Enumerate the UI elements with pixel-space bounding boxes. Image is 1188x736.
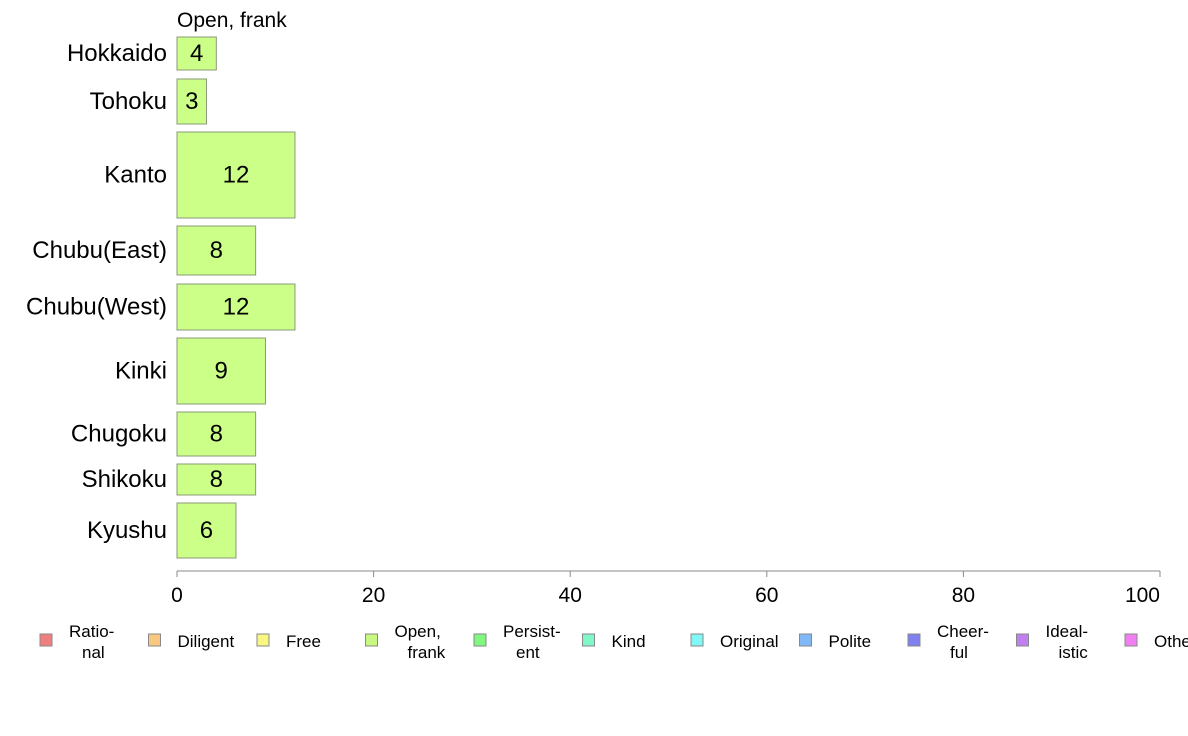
legend-label: Original xyxy=(720,632,779,651)
bar-shikoku xyxy=(176,463,257,496)
legend-label: Polite xyxy=(829,632,872,651)
category-label: Shikoku xyxy=(82,466,167,493)
legend-label: Other xyxy=(1154,632,1188,651)
bar-hokkaido xyxy=(176,36,217,71)
bar-kanto xyxy=(176,131,296,219)
legend-swatch-polite xyxy=(799,633,812,647)
panel-title: Open, frank xyxy=(177,9,287,32)
x-tick-label: 60 xyxy=(755,584,778,607)
bar-tohoku xyxy=(176,78,207,125)
value-label: 8 xyxy=(210,466,223,493)
bar-chugoku xyxy=(176,411,257,457)
legend-swatch-cheer-ful xyxy=(907,633,921,647)
value-label: 8 xyxy=(210,237,223,264)
value-label: 6 xyxy=(200,517,213,544)
legend-label: Free xyxy=(286,632,321,651)
legend-label: Cheer-ful xyxy=(937,622,989,662)
x-tick-label: 20 xyxy=(362,584,385,607)
category-label: Tohoku xyxy=(90,88,167,115)
legend-swatch-open-frank xyxy=(365,633,378,647)
category-label: Kyushu xyxy=(87,517,167,544)
bar-kyushu xyxy=(176,502,237,559)
category-label: Chubu(East) xyxy=(32,237,167,264)
legend-label: Ratio-nal xyxy=(69,622,114,662)
legend-swatch-other xyxy=(1124,633,1138,647)
legend-swatch-ratio-nal xyxy=(39,633,53,647)
bar-chubu-west xyxy=(176,283,296,331)
legend-swatch-free xyxy=(256,633,270,647)
category-label: Kinki xyxy=(115,358,167,385)
x-tick-label: 40 xyxy=(559,584,582,607)
legend-swatch-kind xyxy=(582,633,595,647)
legend-swatch-original xyxy=(690,633,704,647)
category-label: Chugoku xyxy=(71,421,167,448)
category-label: Chubu(West) xyxy=(26,294,167,321)
value-label: 12 xyxy=(223,294,250,321)
legend: Ratio-nal Diligent Free Open, frank Persist-e… xyxy=(39,622,1188,662)
legend-label: Diligent xyxy=(178,632,235,651)
legend-swatch-diligent xyxy=(148,633,161,647)
value-label: 9 xyxy=(215,358,228,385)
value-label: 12 xyxy=(223,162,250,189)
bars: Hokkaido 4 Tohoku 3 Kanto 12 Chubu(East) 8 Chubu… xyxy=(26,36,296,559)
legend-label: Open, frank xyxy=(395,622,446,662)
legend-label: Persist-ent xyxy=(503,622,561,662)
value-label: 8 xyxy=(210,421,223,448)
value-label: 4 xyxy=(190,40,203,67)
x-tick-label: 80 xyxy=(952,584,975,607)
bar-kinki xyxy=(176,337,266,405)
value-label: 3 xyxy=(185,88,198,115)
x-tick-label: 100 xyxy=(1125,584,1160,607)
bar-chubu-east xyxy=(176,225,257,276)
category-label: Hokkaido xyxy=(67,40,167,67)
x-axis: 0 20 40 60 80 100 xyxy=(171,570,1161,607)
legend-swatch-ideal-istic xyxy=(1016,633,1029,647)
legend-label: Ideal-istic xyxy=(1046,622,1089,662)
legend-swatch-persist-ent xyxy=(473,633,487,647)
x-tick-label: 0 xyxy=(171,584,183,607)
category-label: Kanto xyxy=(104,162,167,189)
legend-label: Kind xyxy=(612,632,646,651)
